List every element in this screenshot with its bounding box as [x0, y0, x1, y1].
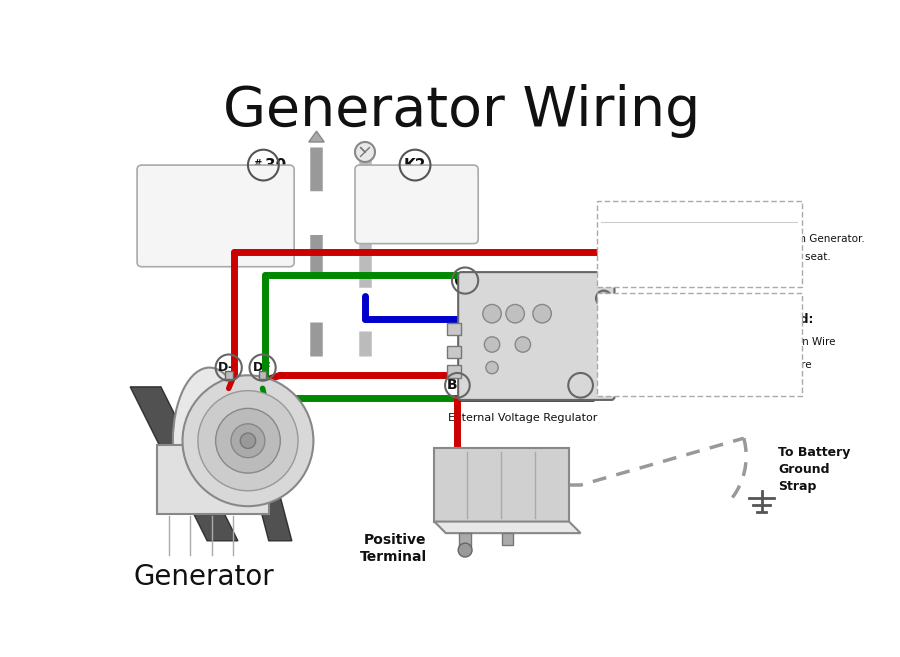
Text: 67-On, Regulator mounted under rear seat.: 67-On, Regulator mounted under rear seat… [605, 252, 832, 263]
Ellipse shape [173, 367, 246, 514]
Text: Regulator Placement: Regulator Placement [626, 206, 773, 219]
Circle shape [355, 142, 375, 162]
Text: Generator: Generator [134, 563, 274, 591]
FancyBboxPatch shape [597, 200, 802, 286]
Text: Pre '67, Voltage Regulator mounted on Generator.: Pre '67, Voltage Regulator mounted on Ge… [605, 234, 865, 244]
Bar [459, 533, 472, 547]
Bar [258, 371, 266, 379]
Circle shape [596, 290, 611, 306]
Polygon shape [227, 379, 292, 541]
Polygon shape [435, 522, 580, 533]
Circle shape [515, 337, 531, 352]
Text: Generator Wiring: Generator Wiring [222, 84, 700, 138]
Text: To Speedo
Generator
Warning Light: To Speedo Generator Warning Light [375, 180, 458, 229]
Text: DF: DF [253, 361, 272, 374]
Circle shape [486, 361, 499, 374]
FancyBboxPatch shape [137, 165, 294, 267]
Text: 30: 30 [265, 158, 286, 173]
Bar [447, 346, 461, 358]
Circle shape [506, 304, 525, 323]
Polygon shape [130, 387, 238, 541]
Circle shape [216, 409, 280, 473]
Text: D+: D+ [607, 309, 632, 323]
FancyBboxPatch shape [597, 293, 802, 396]
Circle shape [482, 304, 501, 323]
Circle shape [183, 375, 313, 506]
FancyBboxPatch shape [355, 165, 478, 244]
Text: Positive
Terminal: Positive Terminal [359, 533, 427, 564]
Circle shape [600, 295, 607, 302]
Text: B+: B+ [446, 378, 469, 392]
Circle shape [533, 304, 552, 323]
Bar [502, 533, 513, 545]
Bar [435, 449, 569, 522]
Text: (Warning Light Wire) Small Green Wire: (Warning Light Wire) Small Green Wire [631, 337, 835, 347]
Text: At the original Generator,: At the original Generator, [614, 300, 784, 313]
Circle shape [231, 424, 265, 458]
Bar [225, 371, 232, 379]
Bar [447, 323, 461, 335]
Text: D+: D+ [219, 361, 239, 374]
Bar [158, 445, 269, 514]
Text: To Main
Battery Feed &
Headlight Switch
Ignition Switch &
Fuse Box: To Main Battery Feed & Headlight Switch … [166, 173, 266, 258]
Circle shape [240, 433, 256, 449]
Text: K2: K2 [404, 158, 427, 173]
Text: #: # [253, 158, 261, 169]
Circle shape [198, 391, 298, 491]
Text: (Charging Output) Large Red Wire: (Charging Output) Large Red Wire [631, 360, 811, 371]
Circle shape [484, 337, 500, 352]
Text: the wiring terminals were labeled:: the wiring terminals were labeled: [584, 313, 814, 326]
Text: To Battery
Ground
Strap: To Battery Ground Strap [778, 445, 850, 493]
Circle shape [458, 543, 472, 557]
Text: 61: 61 [454, 271, 477, 290]
Text: External Voltage Regulator: External Voltage Regulator [448, 413, 598, 422]
Text: DF: DF [608, 332, 641, 352]
Polygon shape [309, 131, 324, 142]
Text: D+: D+ [608, 355, 644, 375]
Text: DF: DF [570, 378, 591, 392]
FancyBboxPatch shape [458, 272, 615, 400]
Bar [447, 365, 461, 378]
